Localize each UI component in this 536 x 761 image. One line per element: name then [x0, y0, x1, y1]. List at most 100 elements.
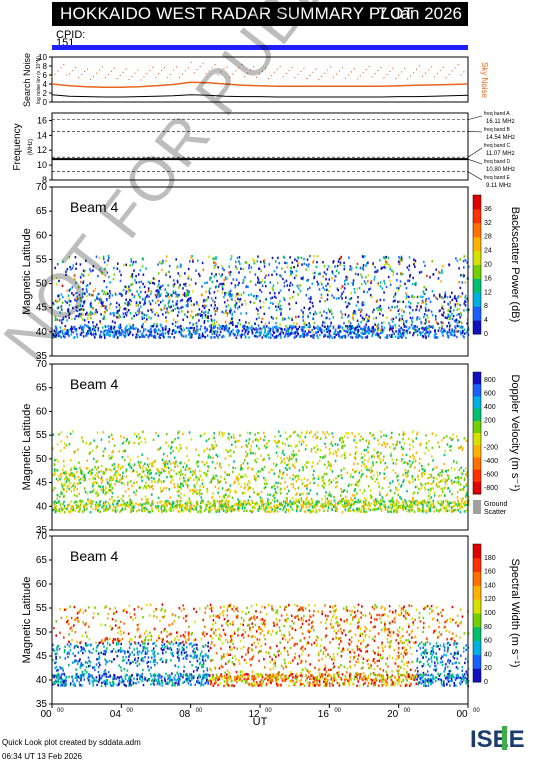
sky-noise-point [125, 68, 127, 70]
noise-series-0 [51, 81, 469, 88]
sky-noise-point [169, 73, 172, 76]
width-colorbar-swatch [473, 668, 481, 683]
sky-noise-point [380, 66, 382, 68]
power-colorbar-tick: 4 [484, 317, 488, 324]
sky-noise-point [442, 66, 444, 68]
sky-noise-point [89, 78, 92, 81]
sky-noise-point [306, 78, 308, 80]
x-tick-sup: 00 [334, 708, 341, 714]
footer-credit: Quick Look plot created by sddata.adm [2, 738, 141, 747]
width-colorbar-frame [472, 543, 482, 683]
sky-noise-point [92, 75, 95, 77]
sky-noise-point [51, 76, 53, 78]
freq-band-name: freq band C [484, 143, 511, 149]
power-colorbar-swatch [473, 278, 481, 293]
sky-noise-point [172, 69, 175, 71]
freq-band-value: 14.54 MHz [486, 135, 515, 141]
sky-noise-point [261, 70, 264, 72]
freq-band-leader [467, 147, 483, 158]
power-colorbar-swatch [473, 250, 481, 265]
sky-noise-point [214, 64, 216, 66]
noise-ytick-label: 4 [43, 80, 48, 89]
width-ytick-label: 40 [36, 675, 48, 686]
velocity-colorbar-swatch [473, 481, 481, 495]
width-colorbar-tick: 160 [484, 569, 496, 576]
sky-noise-point [401, 71, 403, 73]
velocity-colorbar-swatch [473, 372, 481, 385]
power-colorbar-swatch [473, 236, 481, 252]
sky-noise-point [202, 62, 204, 64]
freq-band-leader [467, 171, 483, 181]
sky-noise-point [321, 75, 323, 77]
noise-ytick-label: 8 [43, 62, 48, 71]
power-colorbar-tick: 12 [484, 289, 492, 296]
sky-noise-point [332, 76, 335, 78]
sky-noise-point [84, 70, 86, 72]
sky-noise-point [445, 77, 447, 79]
velocity-ytick-label: 55 [36, 430, 48, 441]
sky-noise-point [205, 73, 207, 75]
velocity-ytick-label: 50 [36, 454, 48, 465]
sky-noise-point [78, 77, 80, 79]
sky-noise-point [303, 67, 305, 69]
sky-noise-point [344, 77, 347, 79]
sky-noise-point [128, 78, 130, 81]
sky-noise-point [430, 66, 432, 68]
sky-noise-point [187, 67, 189, 69]
sky-noise-point [368, 65, 370, 68]
x-tick-label: 20 [387, 709, 399, 720]
sky-noise-point [98, 69, 101, 71]
power-ytick-label: 40 [36, 327, 48, 338]
sky-noise-point [365, 69, 367, 71]
power-beam-label: Beam 4 [70, 199, 118, 215]
sky-noise-point [107, 73, 109, 76]
sky-noise-point [451, 70, 453, 72]
power-colorbar-label: Backscatter Power (dB) [509, 207, 521, 323]
power-colorbar-frame [472, 194, 482, 335]
power-data-cells [52, 254, 470, 340]
sky-noise-point [312, 71, 314, 73]
sky-noise-point [110, 70, 112, 72]
power-colorbar-tick: 32 [484, 220, 492, 227]
sky-noise-point [427, 69, 430, 71]
power-colorbar-swatch [473, 320, 481, 335]
width-ytick-label: 50 [36, 627, 48, 638]
x-axis-label: UT [253, 716, 268, 728]
width-colorbar-swatch [473, 654, 481, 669]
velocity-colorbar-tick: -800 [484, 485, 498, 492]
sky-noise-point [338, 70, 341, 72]
velocity-ytick-label: 70 [36, 359, 48, 370]
sky-noise-point [264, 67, 267, 69]
sky-noise-point [359, 75, 361, 77]
velocity-colorbar-swatch [473, 408, 481, 422]
sky-noise-point [54, 73, 56, 75]
freq-ytick-label: 14 [37, 130, 47, 140]
power-colorbar-tick: 36 [484, 206, 492, 213]
power-colorbar-swatch [473, 306, 481, 321]
noise-ylabel-sub: log noise lev (x 10^N) [36, 56, 42, 104]
freq-ytick-label: 16 [37, 115, 47, 125]
sky-noise-point [398, 74, 400, 76]
freq-ylabel-sub: (MHz) [28, 139, 34, 155]
sky-noise-point [252, 66, 255, 68]
sky-noise-point [407, 78, 409, 80]
sky-noise-point [184, 70, 186, 72]
isee-logo: ISEE [470, 726, 524, 752]
width-colorbar-tick: 120 [484, 596, 496, 603]
sky-noise-point [149, 69, 151, 72]
x-tick-sup: 00 [57, 708, 64, 714]
sky-noise-point [300, 70, 302, 72]
sky-noise-point [152, 66, 154, 68]
sky-noise-point [75, 66, 77, 68]
sky-noise-point [457, 64, 459, 66]
velocity-colorbar-swatch [473, 457, 481, 471]
freq-band-leader [467, 131, 483, 133]
frequency-panel-frame [51, 112, 469, 181]
velocity-colorbar-tick: 800 [484, 377, 496, 384]
sky-noise-point [362, 72, 364, 74]
sky-noise-point [86, 68, 89, 70]
sky-noise-point [276, 68, 278, 70]
sky-noise-point [335, 73, 338, 75]
x-tick-sup: 00 [265, 708, 272, 714]
noise-ytick-label: 0 [43, 98, 48, 107]
